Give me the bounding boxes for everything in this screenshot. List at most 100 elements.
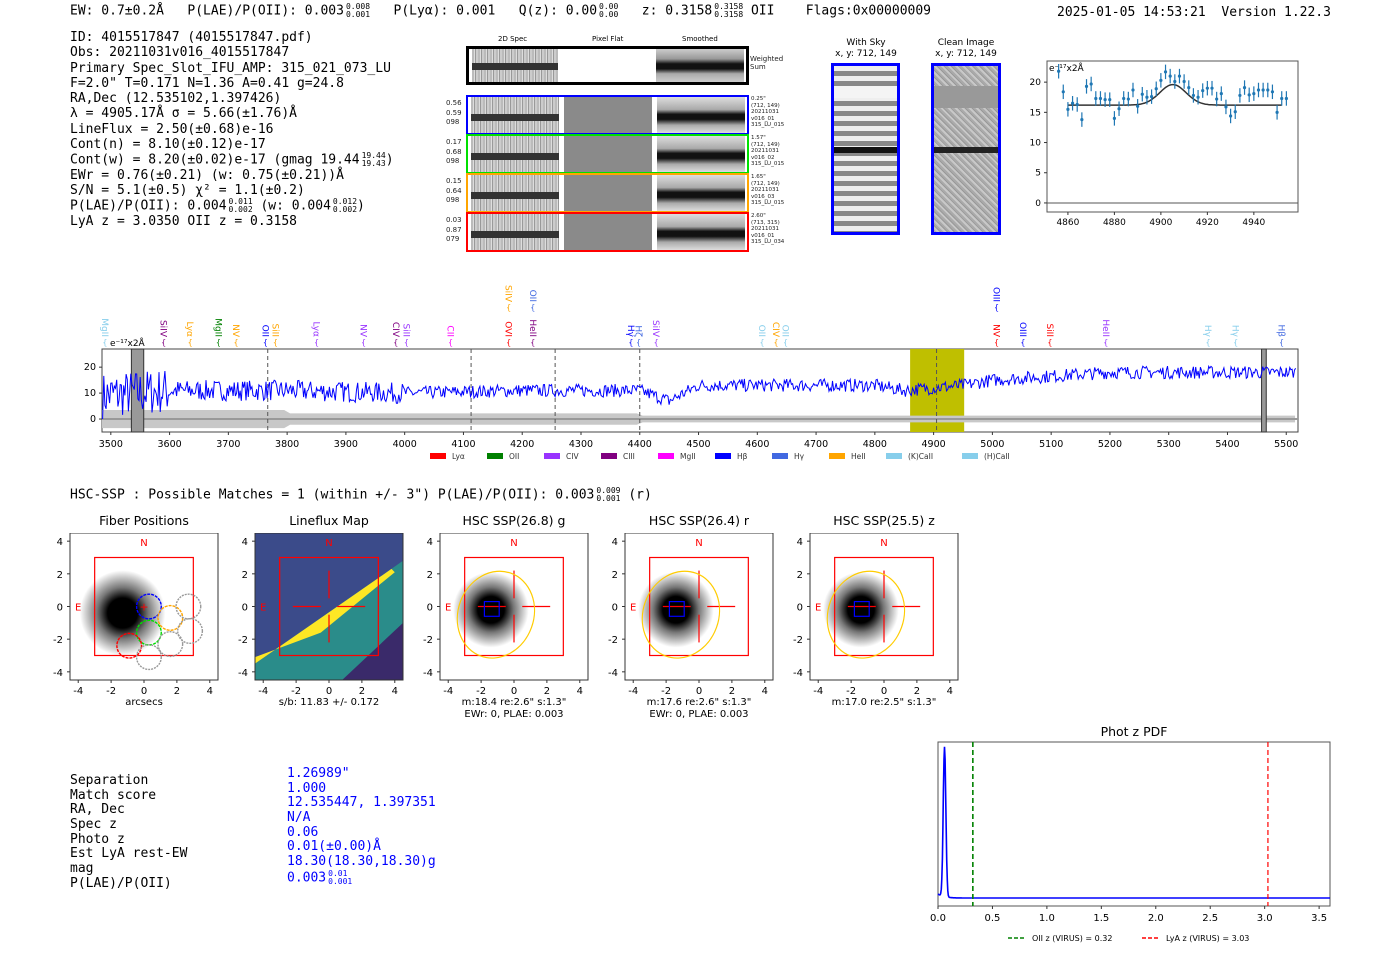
x-tick-label: 2 — [729, 686, 735, 697]
data-point — [1229, 114, 1233, 118]
value: 12.535447, 1.397351 — [287, 795, 436, 811]
value: 0.06 — [287, 824, 319, 840]
legend-label: CIV — [566, 452, 579, 461]
emission-line-bracket: { — [314, 338, 319, 347]
x-tick-label: 3900 — [334, 439, 358, 450]
value: 0.15 — [446, 177, 462, 185]
y-tick-label: 0 — [797, 603, 803, 614]
fiber-circle — [157, 631, 184, 658]
x-tick-label: 0 — [511, 686, 517, 697]
gmag-range: 19.44 19.43 — [362, 152, 386, 168]
value: v016_03 — [751, 193, 775, 200]
x-tick-label: 4940 — [1242, 218, 1265, 228]
data-point — [1215, 97, 1219, 101]
x-tick-label: 3.5 — [1311, 913, 1327, 924]
compass-e: E — [445, 603, 451, 614]
panel-axes: N E -4 -4 -2 -2 0 0 2 2 4 4 s/b: 11.83 +/- 0.172 — [238, 533, 404, 708]
data-point — [1275, 110, 1279, 114]
panel-title-1: Lineflux Map — [289, 513, 369, 528]
xy: x, y: 712, 149 — [935, 49, 997, 59]
emission-line-bracket: { — [1279, 338, 1284, 347]
lo: 0.002 — [228, 205, 253, 215]
cutout-2d — [471, 97, 559, 133]
col-pixelflat: Pixel Flat — [592, 35, 624, 43]
x-tick-label: 2 — [544, 686, 550, 697]
galaxy — [79, 570, 166, 656]
y-tick-label: -2 — [423, 635, 433, 646]
emission-line-label: SiIV — [503, 285, 513, 303]
cutout-2d — [471, 214, 559, 250]
legend-swatch — [962, 453, 978, 459]
plae-w: (w: 0.004 — [260, 198, 331, 214]
y-unit-label: e⁻¹⁷x2Å — [110, 337, 146, 349]
emission-line-bracket: { — [759, 338, 764, 347]
match-label: Match score — [70, 787, 157, 803]
match-value: 18.30(18.30,18.30)g — [287, 854, 436, 870]
emission-line-label: SiIV — [650, 320, 660, 338]
t: Clean Image — [937, 38, 995, 48]
panel-axes: + N E -4 -4 -2 -2 0 0 2 2 4 4 arcsecs — [53, 533, 219, 708]
data-point — [1084, 84, 1089, 88]
spec2d-row-1 — [466, 134, 749, 174]
legend-label: CIII — [623, 452, 635, 461]
legend-label: MgII — [680, 452, 696, 461]
lo: 19.43 — [361, 159, 386, 169]
emission-line-bracket: { — [628, 338, 633, 347]
x-tick-label: 4100 — [451, 439, 475, 450]
x-tick-label: 4920 — [1196, 218, 1219, 228]
value: 0.59 — [446, 108, 462, 117]
panel-caption: m:18.4 re:2.6" s:1.3" — [462, 697, 567, 708]
emission-line-label: NV — [230, 324, 240, 338]
x-tick-label: 4700 — [804, 439, 828, 450]
panel-caption: arcsecs — [125, 697, 163, 708]
line-fit-plot: 4860 4880 4900 4920 4940 0 5 10 15 20 e⁻¹⁷x2Å — [1030, 60, 1299, 228]
plae-range: 0.008 0.001 — [346, 3, 370, 19]
legend-lya: LyA z (VIRUS) = 3.03 — [1166, 934, 1249, 943]
x-tick-label: 4 — [207, 686, 213, 697]
spec2d-row-2 — [466, 173, 749, 213]
compass-e: E — [75, 603, 81, 614]
value: 0.17 — [446, 138, 462, 146]
data-point — [1154, 87, 1158, 91]
x-tick-label: 3.0 — [1257, 913, 1273, 924]
aperture-box — [649, 556, 749, 657]
data-point — [1173, 79, 1177, 84]
x-tick-label: 4860 — [1056, 218, 1079, 228]
data-point — [1266, 88, 1270, 92]
y-tick-label: 4 — [57, 537, 63, 548]
x-tick-label: 4600 — [745, 439, 769, 450]
fiber-circle — [116, 632, 143, 659]
data-point — [1057, 69, 1061, 73]
match-label: Separation — [70, 773, 149, 788]
emission-line-bracket: { — [774, 338, 779, 347]
emission-line-label: OII — [756, 325, 766, 337]
emission-line-label: HeII — [1100, 319, 1110, 337]
panel-caption-2: EWr: 0, PLAE: 0.003 — [464, 709, 563, 720]
data-point — [1061, 90, 1065, 94]
emission-line-label: MgII — [99, 318, 109, 337]
x-tick-label: 4000 — [393, 439, 417, 450]
value: 315_LU_015 — [751, 122, 785, 128]
match-value: 0.003 0.01 0.001 — [287, 869, 436, 886]
x-tick-label: 0 — [141, 686, 147, 697]
z-value: z: 0.3158 — [641, 3, 713, 19]
data-point — [1196, 95, 1200, 99]
panel-title-0: Fiber Positions — [99, 513, 189, 528]
band — [934, 86, 998, 108]
x-tick-label: 5300 — [1157, 439, 1181, 450]
match-value: 0.01(±0.00)Å — [287, 840, 436, 855]
lineflux-low — [342, 622, 403, 680]
y-tick-label: -4 — [608, 668, 618, 679]
t: With Sky — [846, 38, 886, 48]
value: v016_01 — [751, 232, 775, 239]
plae-range: 0.01 0.001 — [328, 869, 352, 886]
catalog-marker — [668, 600, 685, 617]
aperture-box — [834, 556, 934, 657]
data-point — [1182, 79, 1186, 84]
plot-title: Phot z PDF — [1101, 724, 1168, 739]
emission-line-label: MgII — [212, 318, 222, 337]
y-tick-label: -2 — [608, 635, 618, 646]
data-point — [1233, 110, 1237, 114]
weighted-sum-cutout — [466, 46, 749, 85]
